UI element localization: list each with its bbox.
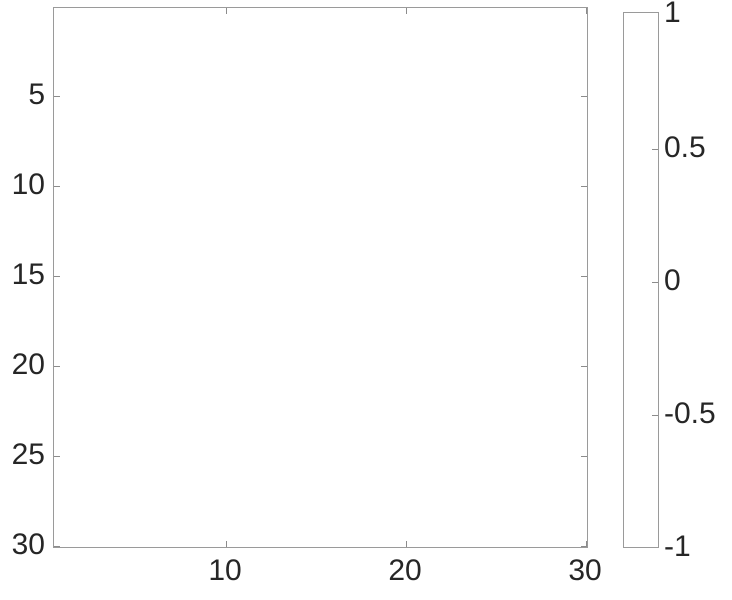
y-tick-mark-right bbox=[581, 276, 587, 277]
colorbar-gradient-fill bbox=[624, 13, 658, 547]
y-tick-label: 10 bbox=[11, 168, 45, 201]
y-tick-mark bbox=[54, 546, 60, 547]
x-tick-mark bbox=[586, 541, 587, 547]
x-tick-label: 20 bbox=[388, 554, 422, 587]
colorbar-tick-mark bbox=[652, 415, 658, 416]
colorbar-tick-label: -0.5 bbox=[664, 397, 716, 430]
y-tick-label: 20 bbox=[11, 348, 45, 381]
y-tick-label: 30 bbox=[11, 528, 45, 561]
x-tick-mark bbox=[406, 541, 407, 547]
y-tick-mark bbox=[54, 456, 60, 457]
y-tick-mark bbox=[54, 96, 60, 97]
x-tick-label: 30 bbox=[568, 554, 602, 587]
colorbar-tick-mark bbox=[652, 149, 658, 150]
x-tick-mark-top bbox=[406, 8, 407, 14]
plot-axes-box[interactable] bbox=[53, 7, 588, 548]
colorbar-tick-label: 0.5 bbox=[664, 131, 706, 164]
y-tick-label: 5 bbox=[28, 78, 45, 111]
y-tick-mark bbox=[54, 186, 60, 187]
y-tick-mark bbox=[54, 366, 60, 367]
y-axis-tick-labels: 5 10 15 20 25 30 bbox=[0, 0, 45, 600]
y-tick-mark-right bbox=[581, 546, 587, 547]
y-tick-mark-right bbox=[581, 456, 587, 457]
colorbar-tick-label: 1 bbox=[664, 0, 681, 29]
x-tick-mark-top bbox=[586, 8, 587, 14]
image-data-surface bbox=[54, 8, 587, 547]
x-tick-label: 10 bbox=[208, 554, 242, 587]
y-tick-mark-right bbox=[581, 366, 587, 367]
colorbar-tick-label: 0 bbox=[664, 264, 681, 297]
colorbar[interactable] bbox=[623, 12, 659, 548]
x-tick-mark-top bbox=[226, 8, 227, 14]
y-tick-label: 25 bbox=[11, 438, 45, 471]
y-tick-mark-right bbox=[581, 96, 587, 97]
y-tick-mark-right bbox=[581, 186, 587, 187]
x-tick-mark bbox=[226, 541, 227, 547]
colorbar-tick-mark bbox=[652, 282, 658, 283]
colorbar-tick-label: -1 bbox=[664, 530, 691, 563]
y-tick-mark bbox=[54, 276, 60, 277]
y-tick-label: 15 bbox=[11, 258, 45, 291]
